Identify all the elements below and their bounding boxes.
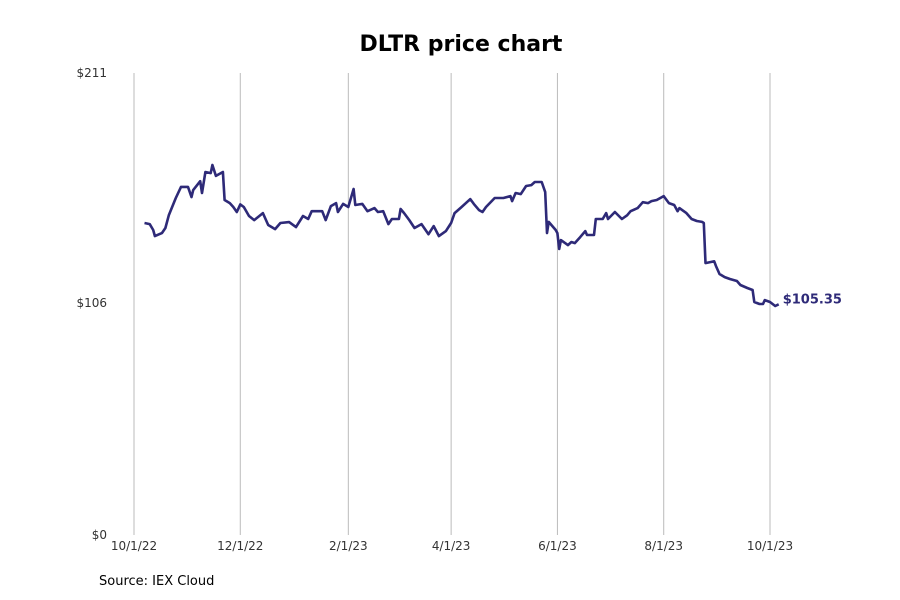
last-price-label: $105.35 [783,292,842,307]
x-tick-label: 10/1/23 [747,539,793,553]
y-tick-label: $106 [76,296,107,310]
x-tick-label: 10/1/22 [111,539,157,553]
y-axis-ticks: $0 $106 $211 [76,66,107,542]
x-tick-label: 6/1/23 [538,539,577,553]
y-tick-label: $0 [92,528,107,542]
source-note: Source: IEX Cloud [99,574,215,589]
gridlines [133,73,771,535]
y-tick-label: $211 [76,66,107,80]
x-tick-label: 12/1/22 [217,539,263,553]
x-tick-label: 8/1/23 [644,539,683,553]
price-line [144,163,780,308]
chart-title: DLTR price chart [360,32,563,57]
x-tick-label: 2/1/23 [329,539,368,553]
x-tick-label: 4/1/23 [432,539,471,553]
x-axis-ticks: 10/1/22 12/1/22 2/1/23 4/1/23 6/1/23 8/1/23 10… [111,539,793,553]
